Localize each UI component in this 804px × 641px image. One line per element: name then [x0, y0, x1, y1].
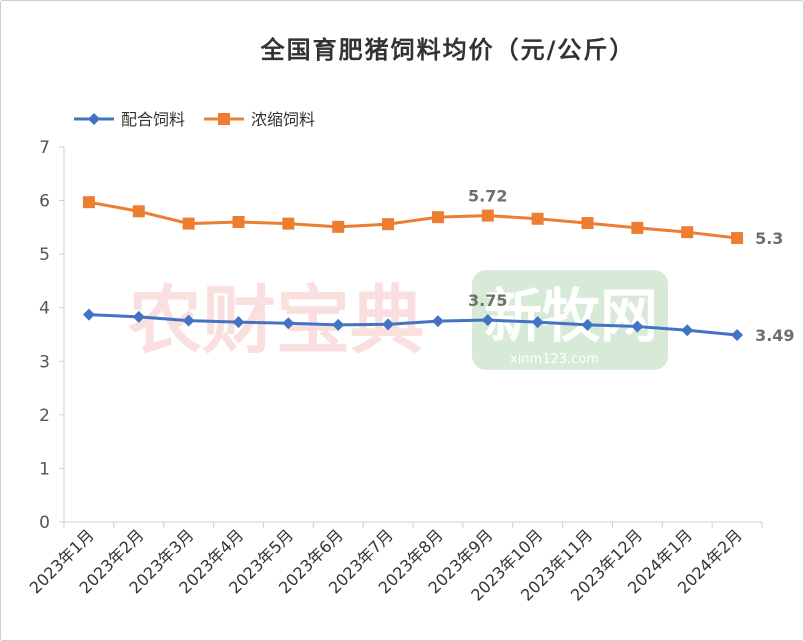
legend: 配合饲料 浓缩饲料: [74, 110, 315, 129]
data-point-series-2: [182, 217, 195, 230]
legend-item-series-2: 浓缩饲料: [204, 110, 315, 129]
data-point-series-2: [382, 218, 395, 231]
y-tick-label: 4: [39, 299, 50, 319]
data-label: 5.3: [755, 229, 783, 248]
y-tick-label: 3: [39, 352, 50, 372]
legend-item-series-1: 配合饲料: [74, 110, 185, 129]
y-tick-label: 0: [39, 513, 50, 533]
data-point-series-2: [581, 217, 594, 230]
data-point-series-1: [681, 324, 694, 337]
series-line-2: [88, 200, 738, 240]
watermark-right-subtext: xinm123.com: [510, 352, 599, 367]
data-label: 3.49: [755, 326, 794, 345]
data-labels: 5.72 5.3 3.75 3.49: [468, 187, 795, 345]
watermark-right-text: 新牧网: [484, 282, 658, 350]
data-point-series-1: [382, 318, 395, 331]
series-layer: [82, 196, 744, 342]
data-point-series-2: [731, 232, 744, 245]
data-point-series-1: [581, 318, 594, 331]
data-point-series-2: [531, 212, 544, 225]
series-line-1: [88, 313, 738, 337]
data-point-series-2: [631, 221, 644, 234]
legend-marker-series-2: [218, 113, 230, 125]
data-point-series-2: [431, 211, 444, 224]
y-tick-label: 2: [39, 406, 50, 426]
legend-marker-series-1: [88, 113, 100, 125]
data-point-series-1: [232, 316, 245, 329]
watermark-right: 新牧网 xinm123.com: [472, 270, 668, 370]
legend-label-series-2: 浓缩饲料: [251, 110, 315, 129]
data-label: 3.75: [468, 291, 507, 310]
y-tick-label: 7: [39, 138, 50, 158]
data-point-series-2: [232, 216, 245, 228]
chart-title: 全国育肥猪饲料均价（元/公斤）: [260, 36, 636, 64]
data-point-series-1: [132, 310, 145, 323]
data-point-series-1: [431, 315, 444, 328]
data-point-series-2: [681, 226, 694, 239]
data-label: 5.72: [468, 187, 507, 206]
data-point-series-2: [132, 205, 145, 218]
legend-label-series-1: 配合饲料: [121, 110, 185, 129]
y-tick-label: 6: [39, 192, 50, 212]
watermark-left: 农财宝典: [128, 278, 424, 364]
data-point-series-1: [731, 329, 744, 342]
y-tick-label: 5: [39, 245, 50, 265]
watermark-left-text: 农财宝典: [128, 278, 424, 364]
data-point-series-1: [332, 318, 345, 331]
data-point-series-1: [182, 314, 195, 327]
data-point-series-2: [282, 217, 295, 230]
data-point-series-1: [282, 317, 295, 330]
data-point-series-2: [82, 196, 95, 209]
data-point-series-1: [631, 320, 644, 333]
y-tick-label: 1: [39, 459, 50, 479]
data-point-series-1: [82, 308, 95, 321]
watermark-right-badge: [472, 270, 668, 370]
data-point-series-2: [481, 209, 494, 222]
data-point-series-1: [531, 316, 544, 329]
data-point-series-1: [481, 314, 494, 327]
data-point-series-2: [332, 220, 345, 233]
